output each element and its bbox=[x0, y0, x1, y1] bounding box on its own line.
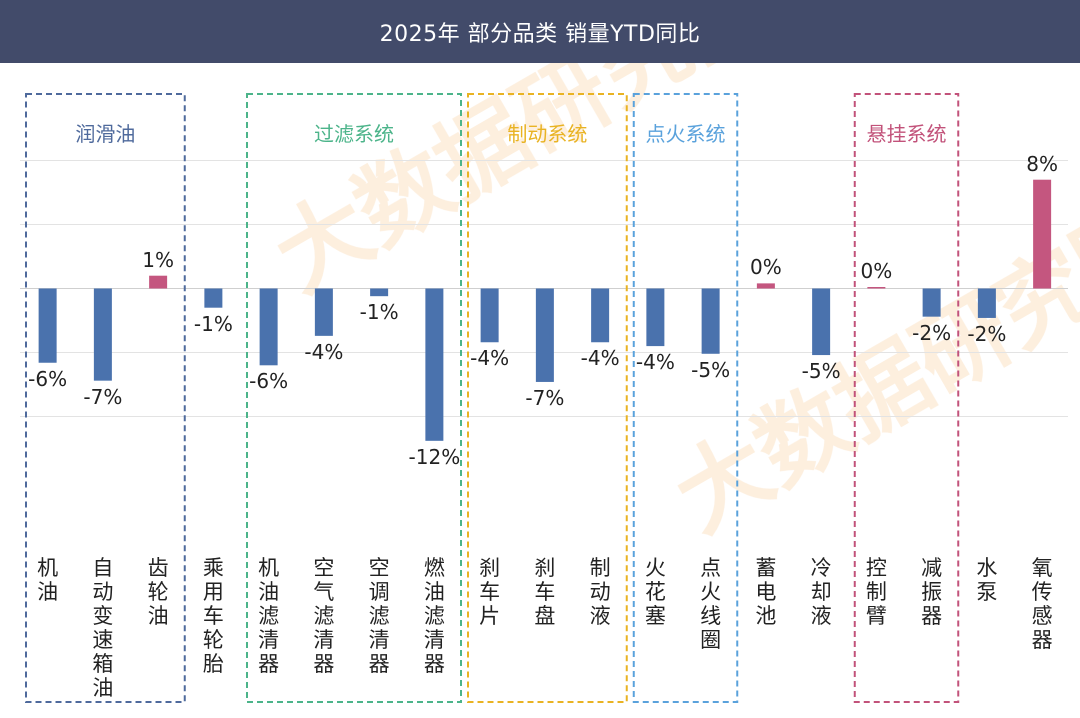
group-title: 制动系统 bbox=[507, 122, 588, 146]
category-label: 齿轮油 bbox=[147, 556, 169, 628]
chart-title-bar: 2025年 部分品类 销量YTD同比 bbox=[0, 0, 1080, 63]
data-label: -4% bbox=[580, 346, 620, 371]
bar bbox=[756, 283, 775, 289]
category-label: 机油 bbox=[37, 556, 59, 604]
group-box bbox=[632, 93, 739, 703]
data-label: -4% bbox=[304, 339, 344, 364]
chart-area: 大数据研究院 大数据研究院 润滑油 过滤系统 制动系统 点火系统 悬挂系统 -6% 机油 -7%… bbox=[0, 63, 1080, 718]
category-label: 制动液 bbox=[589, 556, 611, 628]
bar bbox=[425, 288, 444, 441]
data-label: -12% bbox=[408, 444, 461, 469]
category-label: 蓄电池 bbox=[755, 556, 777, 628]
data-label: -5% bbox=[801, 359, 841, 384]
data-label: -2% bbox=[967, 321, 1007, 346]
bar bbox=[259, 288, 278, 366]
group-box bbox=[467, 93, 628, 703]
category-label: 空气滤清器 bbox=[313, 556, 335, 676]
bar bbox=[922, 288, 941, 317]
bar bbox=[701, 288, 720, 354]
data-label: -1% bbox=[193, 311, 233, 336]
category-label: 机油滤清器 bbox=[258, 556, 280, 676]
bar bbox=[812, 288, 831, 356]
chart-title: 2025年 部分品类 销量YTD同比 bbox=[379, 21, 701, 47]
data-label: -4% bbox=[635, 350, 675, 375]
category-label: 空调滤清器 bbox=[368, 556, 390, 676]
data-label: -4% bbox=[470, 346, 510, 371]
bar bbox=[93, 288, 112, 381]
category-label: 乘用车轮胎 bbox=[202, 556, 224, 676]
bar bbox=[204, 288, 223, 308]
bar bbox=[646, 288, 665, 347]
group-title: 润滑油 bbox=[75, 122, 136, 146]
bar bbox=[314, 288, 333, 336]
group-box bbox=[853, 93, 960, 703]
category-label: 刹车盘 bbox=[534, 556, 556, 628]
data-label: 8% bbox=[1026, 151, 1058, 176]
category-label: 燃油滤清器 bbox=[423, 556, 445, 676]
bar bbox=[591, 288, 610, 343]
data-label: -7% bbox=[525, 385, 565, 410]
category-label: 刹车片 bbox=[479, 556, 501, 628]
group-box bbox=[246, 93, 462, 703]
category-label: 冷却液 bbox=[810, 556, 832, 628]
bar bbox=[977, 288, 996, 318]
category-label: 火花塞 bbox=[644, 556, 666, 628]
data-label: -2% bbox=[912, 320, 952, 345]
data-label: -6% bbox=[249, 369, 289, 394]
bar bbox=[38, 288, 57, 363]
bar bbox=[149, 275, 168, 289]
data-label: -7% bbox=[83, 384, 123, 409]
group-box bbox=[25, 93, 186, 703]
watermark-text: 大数据研究院 bbox=[258, 63, 790, 312]
data-label: -1% bbox=[359, 300, 399, 325]
bar bbox=[370, 288, 389, 297]
category-label: 自动变速箱油 bbox=[92, 556, 114, 700]
bar bbox=[867, 287, 886, 289]
category-label: 氧传感器 bbox=[1031, 556, 1053, 652]
data-label: 1% bbox=[142, 247, 174, 272]
group-title: 悬挂系统 bbox=[866, 122, 947, 146]
bar bbox=[1033, 179, 1052, 289]
category-label: 减振器 bbox=[921, 556, 943, 628]
data-label: 0% bbox=[860, 259, 893, 283]
data-label: 0% bbox=[750, 255, 782, 280]
group-title: 过滤系统 bbox=[314, 122, 394, 146]
data-label: -6% bbox=[28, 366, 68, 391]
bar bbox=[480, 288, 499, 343]
data-label: -5% bbox=[691, 357, 731, 382]
category-label: 控制臂 bbox=[865, 556, 887, 628]
bar bbox=[535, 288, 554, 382]
category-label: 水泵 bbox=[976, 556, 998, 604]
group-title: 点火系统 bbox=[645, 122, 726, 146]
category-label: 点火线圈 bbox=[700, 556, 722, 652]
